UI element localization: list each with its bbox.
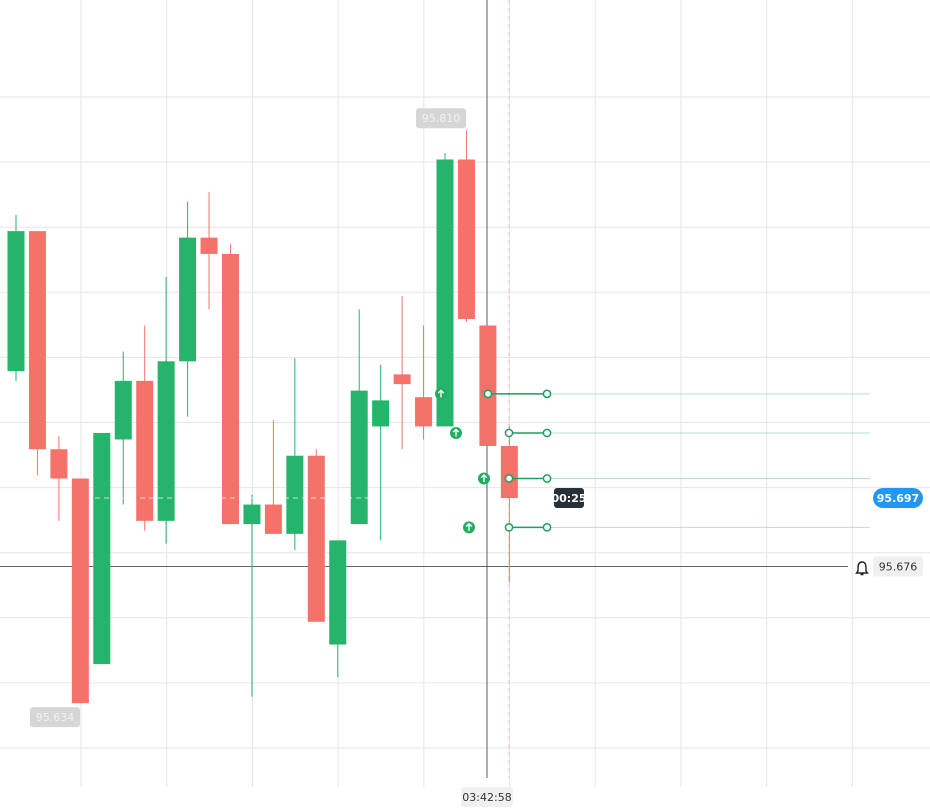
arrow-up[interactable] <box>480 474 488 483</box>
candle-body <box>136 380 154 521</box>
arrow-up[interactable] <box>437 389 445 398</box>
high-label: 95.810 <box>422 112 461 125</box>
trade-arrow[interactable] <box>450 426 462 439</box>
crosshair-time: 03:42:58 <box>462 791 511 804</box>
trade-end <box>542 389 552 399</box>
timer: 00:25 <box>551 492 586 505</box>
candle-body <box>264 504 282 534</box>
candle-body <box>114 380 132 440</box>
trade-start <box>504 474 514 483</box>
crosshair-price: 95.676 <box>879 560 918 573</box>
arrow-up[interactable] <box>465 522 473 531</box>
candle-body <box>457 159 475 320</box>
alert-bell[interactable] <box>855 561 869 576</box>
trade-arrow[interactable] <box>463 521 475 534</box>
candle-body <box>479 325 497 446</box>
trade-end <box>542 428 552 438</box>
low-label: 95.634 <box>36 711 75 724</box>
candle-body <box>500 445 518 499</box>
candle-body <box>222 253 239 525</box>
trade-start <box>504 522 514 532</box>
candle-body <box>415 397 433 427</box>
high-label-bg <box>416 108 466 129</box>
trade-arrow[interactable] <box>478 472 490 485</box>
last-price: 95.697 <box>877 492 919 505</box>
candle-body <box>243 504 261 525</box>
timer-bg <box>554 488 584 509</box>
trade-end <box>542 474 552 483</box>
candle-body <box>7 231 25 372</box>
low-label-bg <box>30 707 80 728</box>
trade-arrow[interactable] <box>435 387 447 400</box>
candle-body <box>286 455 304 534</box>
arrow-up[interactable] <box>452 428 460 437</box>
candle-body <box>436 159 454 427</box>
candle-body <box>179 237 197 362</box>
crosshair-price-bg <box>873 556 923 577</box>
last-price-bg <box>873 488 923 509</box>
candle-body <box>372 400 390 427</box>
candle-body <box>71 478 89 704</box>
candle-body <box>93 432 111 665</box>
candle-body <box>307 455 325 622</box>
trade-end <box>542 522 552 532</box>
candle-body <box>28 231 46 450</box>
candle-body <box>393 374 411 385</box>
crosshair-time-bg <box>461 787 513 807</box>
candle-body <box>157 361 175 521</box>
candle-body <box>200 237 218 254</box>
trade-start <box>504 428 514 438</box>
candle-body <box>350 390 368 525</box>
trade-start <box>483 389 493 399</box>
candle-body <box>329 540 347 645</box>
candle-body <box>50 449 68 479</box>
bell-icon[interactable] <box>855 561 869 576</box>
